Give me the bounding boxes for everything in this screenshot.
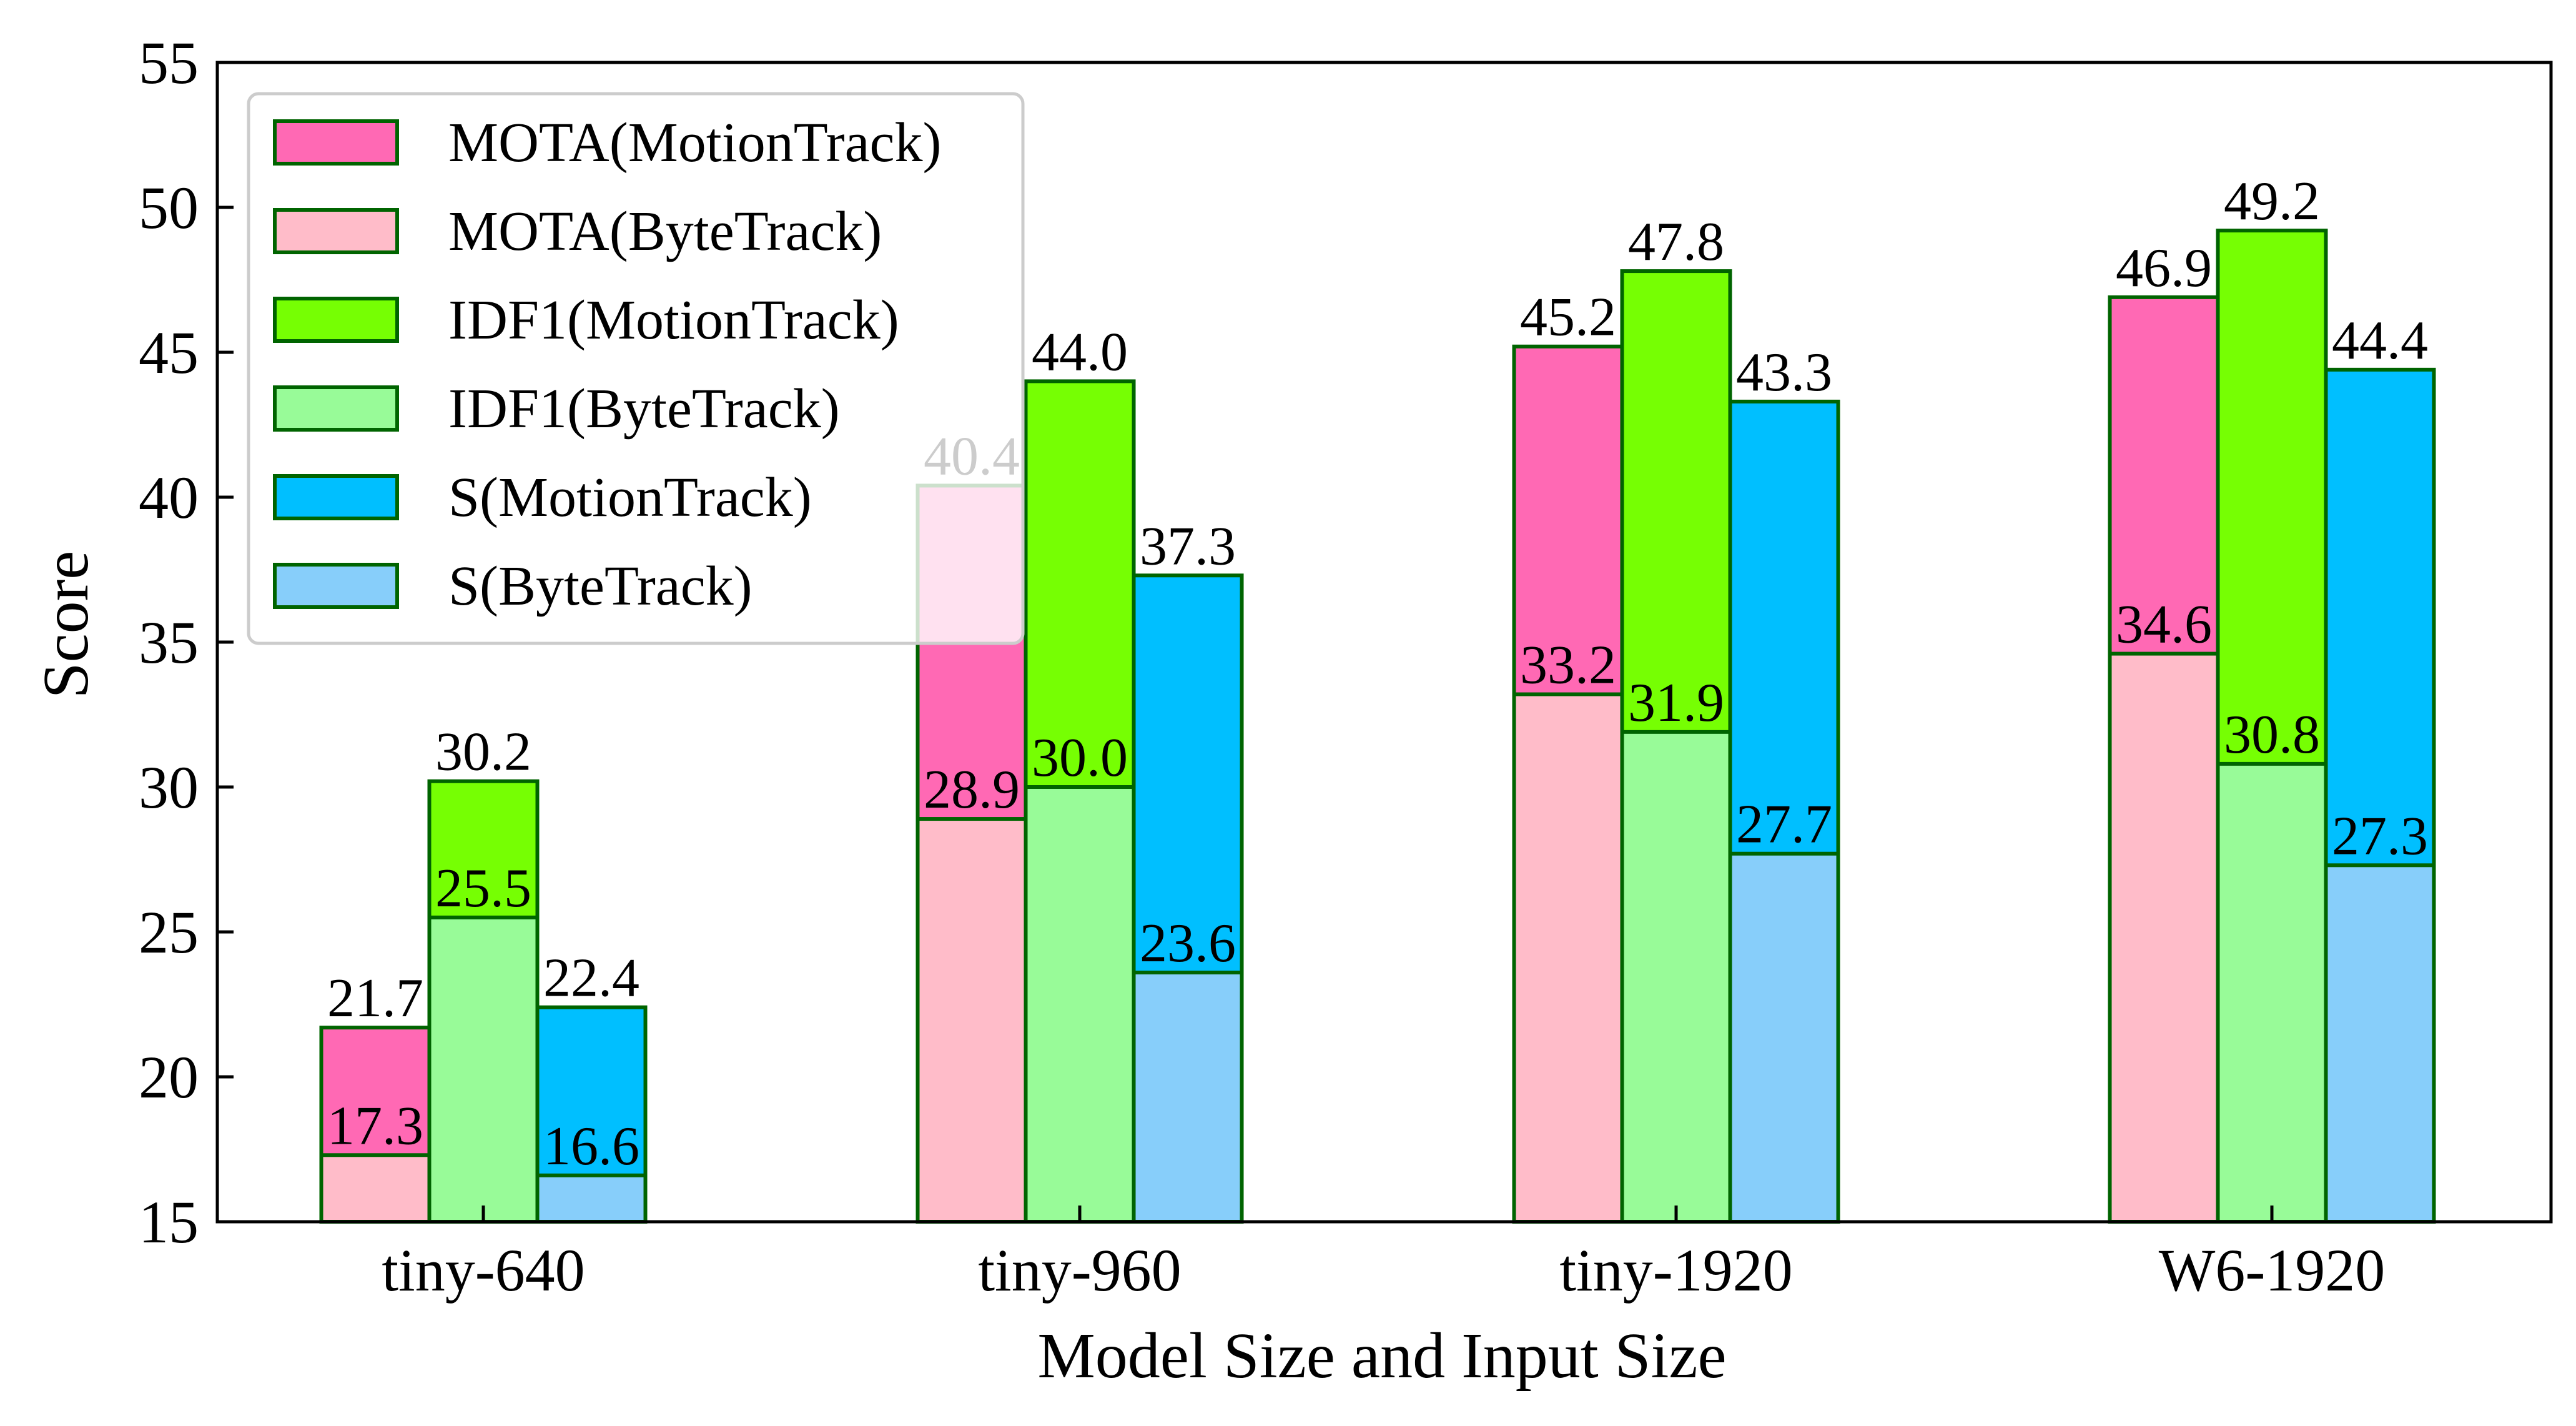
x-axis-title: Model Size and Input Size bbox=[1037, 1320, 1726, 1392]
legend-swatch-mota-bytetrack bbox=[273, 208, 399, 254]
data-label-mota-motiontrack-tiny-1920: 45.2 bbox=[1520, 287, 1616, 348]
x-tick-label-w6-1920: W6-1920 bbox=[2159, 1237, 2386, 1304]
legend-swatch-mota-motiontrack bbox=[273, 119, 399, 166]
legend-label-idf1-motiontrack: IDF1(MotionTrack) bbox=[448, 289, 899, 351]
legend-label-s-bytetrack: S(ByteTrack) bbox=[448, 555, 753, 617]
bar-s-bytetrack-w6-1920 bbox=[2324, 863, 2436, 1224]
bar-mota-bytetrack-tiny-640 bbox=[319, 1153, 432, 1224]
data-label-mota-motiontrack-w6-1920: 46.9 bbox=[2116, 238, 2212, 299]
axes-layer: 15 20 25 30 35 40 45 50 55 tiny-640 tiny-960 tiny-1… bbox=[139, 29, 2553, 1304]
bar-s-bytetrack-tiny-1920 bbox=[1728, 851, 1840, 1224]
legend-box bbox=[247, 92, 1025, 645]
legend-label-mota-bytetrack: MOTA(ByteTrack) bbox=[448, 201, 882, 262]
y-tick-label-55: 55 bbox=[139, 29, 199, 96]
data-label-mota-bytetrack-w6-1920: 34.6 bbox=[2116, 595, 2212, 655]
data-label-s-bytetrack-tiny-1920: 27.7 bbox=[1736, 795, 1832, 855]
data-label-idf1-bytetrack-w6-1920: 30.8 bbox=[2224, 705, 2320, 765]
legend: MOTA(MotionTrack) MOTA(ByteTrack) IDF1(Mot… bbox=[247, 92, 1025, 645]
bar-idf1-bytetrack-w6-1920 bbox=[2216, 761, 2328, 1224]
legend-swatch-idf1-bytetrack bbox=[273, 385, 399, 432]
bar-idf1-bytetrack-tiny-640 bbox=[427, 915, 540, 1224]
y-axis-title: Score bbox=[30, 551, 102, 699]
legend-label-idf1-bytetrack: IDF1(ByteTrack) bbox=[448, 378, 840, 440]
data-label-mota-bytetrack-tiny-640: 17.3 bbox=[327, 1096, 423, 1156]
bar-s-bytetrack-tiny-960 bbox=[1132, 970, 1244, 1224]
data-label-s-bytetrack-tiny-640: 16.6 bbox=[543, 1116, 639, 1177]
y-tick-label-45: 45 bbox=[139, 319, 199, 386]
y-tick-label-25: 25 bbox=[139, 899, 199, 966]
x-tick-label-tiny-1920: tiny-1920 bbox=[1559, 1237, 1792, 1304]
data-label-s-motiontrack-tiny-960: 37.3 bbox=[1140, 516, 1236, 577]
y-tick-label-15: 15 bbox=[139, 1189, 199, 1255]
data-label-idf1-motiontrack-tiny-960: 44.0 bbox=[1032, 322, 1128, 382]
bar-idf1-bytetrack-tiny-1920 bbox=[1620, 730, 1732, 1224]
x-tick-label-tiny-960: tiny-960 bbox=[978, 1237, 1181, 1304]
y-tick-label-20: 20 bbox=[139, 1044, 199, 1111]
y-tick-label-50: 50 bbox=[139, 174, 199, 241]
data-label-idf1-bytetrack-tiny-960: 30.0 bbox=[1032, 728, 1128, 788]
bar-mota-bytetrack-w6-1920 bbox=[2108, 651, 2220, 1224]
legend-swatch-s-motiontrack bbox=[273, 474, 399, 520]
data-label-mota-bytetrack-tiny-1920: 33.2 bbox=[1520, 635, 1616, 696]
legend-label-mota-motiontrack: MOTA(MotionTrack) bbox=[448, 112, 941, 174]
data-label-idf1-motiontrack-w6-1920: 49.2 bbox=[2224, 171, 2320, 232]
bar-mota-bytetrack-tiny-960 bbox=[915, 817, 1028, 1224]
data-label-mota-bytetrack-tiny-960: 28.9 bbox=[924, 760, 1020, 820]
legend-swatch-s-bytetrack bbox=[273, 563, 399, 609]
data-label-s-bytetrack-tiny-960: 23.6 bbox=[1140, 913, 1236, 974]
y-tick-label-40: 40 bbox=[139, 464, 199, 531]
bar-idf1-bytetrack-tiny-960 bbox=[1024, 785, 1136, 1224]
legend-label-s-motiontrack: S(MotionTrack) bbox=[448, 467, 812, 528]
bar-mota-bytetrack-tiny-1920 bbox=[1512, 692, 1624, 1224]
y-tick-label-30: 30 bbox=[139, 754, 199, 821]
data-label-idf1-bytetrack-tiny-1920: 31.9 bbox=[1628, 673, 1724, 733]
bars-layer bbox=[319, 229, 2436, 1224]
data-label-s-motiontrack-tiny-1920: 43.3 bbox=[1736, 342, 1832, 403]
data-labels-layer: 21.740.445.246.917.328.933.234.630.244.0… bbox=[327, 171, 2428, 1177]
data-label-s-bytetrack-w6-1920: 27.3 bbox=[2332, 806, 2428, 866]
bar-s-bytetrack-tiny-640 bbox=[535, 1173, 648, 1224]
y-tick-label-35: 35 bbox=[139, 609, 199, 676]
legend-swatch-idf1-motiontrack bbox=[273, 297, 399, 343]
data-label-mota-motiontrack-tiny-640: 21.7 bbox=[327, 968, 423, 1029]
x-tick-label-tiny-640: tiny-640 bbox=[382, 1237, 585, 1304]
data-label-idf1-motiontrack-tiny-640: 30.2 bbox=[435, 722, 531, 783]
data-label-s-motiontrack-w6-1920: 44.4 bbox=[2332, 310, 2428, 371]
data-label-s-motiontrack-tiny-640: 22.4 bbox=[543, 948, 639, 1009]
data-label-idf1-motiontrack-tiny-1920: 47.8 bbox=[1628, 212, 1724, 272]
data-label-idf1-bytetrack-tiny-640: 25.5 bbox=[435, 858, 531, 919]
